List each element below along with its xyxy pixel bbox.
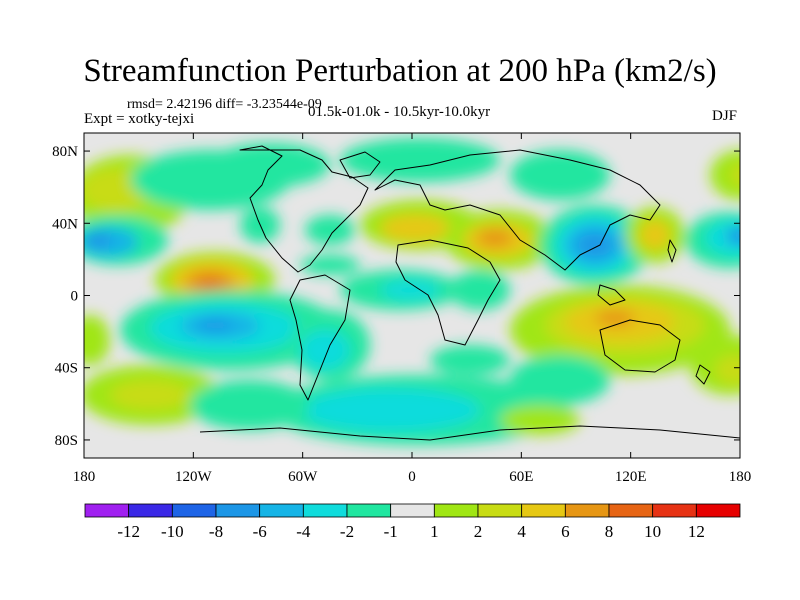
south-america-coast xyxy=(289,274,351,401)
plot-area xyxy=(84,133,740,458)
y-tick-label: 40N xyxy=(52,216,78,232)
rmsd-diff-label: rmsd= 2.42196 diff= -3.23544e-09 xyxy=(127,97,322,112)
colorbar-level-label: 1 xyxy=(430,522,439,541)
colorbar-swatch xyxy=(477,503,523,518)
season-label: DJF xyxy=(712,108,738,124)
experiment-label: Expt = xotky-tejxi xyxy=(84,111,195,127)
x-tick-label: 60E xyxy=(509,469,533,485)
colorbar-level-label: -6 xyxy=(253,522,267,541)
colorbar-swatch xyxy=(84,503,130,518)
coastlines xyxy=(199,145,740,441)
x-tick-label: 120E xyxy=(615,469,647,485)
y-tick-label: 40S xyxy=(55,361,78,377)
colorbar-swatch xyxy=(215,503,261,518)
x-tick-label: 180 xyxy=(729,469,752,485)
colorbar-swatch xyxy=(433,503,479,518)
indonesia-coast xyxy=(597,284,626,306)
colorbar-level-label: 12 xyxy=(688,522,705,541)
greenland-coast xyxy=(339,151,381,179)
africa-coast xyxy=(395,239,501,346)
colorbar-swatch xyxy=(128,503,173,518)
colorbar-level-label: -2 xyxy=(340,522,354,541)
colorbar-level-label: 10 xyxy=(644,522,661,541)
colorbar-swatch xyxy=(259,503,304,518)
north-america-coast xyxy=(239,145,369,273)
japan-coast xyxy=(667,239,677,263)
map-title: Streamfunction Perturbation at 200 hPa (… xyxy=(83,53,717,89)
period-label: 01.5k-01.0k - 10.5kyr-10.0kyr xyxy=(308,104,491,120)
colorbar-level-label: -8 xyxy=(209,522,223,541)
x-tick-label: 60W xyxy=(288,469,318,485)
colorbar-swatch xyxy=(390,503,435,518)
colorbar-swatch xyxy=(608,503,654,518)
colorbar-swatch xyxy=(521,503,566,518)
colorbar-swatch xyxy=(652,503,697,518)
colorbar-level-label: -10 xyxy=(161,522,184,541)
y-tick-label: 80N xyxy=(52,144,78,160)
eurasia-coast xyxy=(374,149,661,271)
x-tick-label: 180 xyxy=(73,469,96,485)
colorbar-swatch xyxy=(171,503,217,518)
colorbar-level-label: -4 xyxy=(296,522,311,541)
colorbar-swatch xyxy=(346,503,392,518)
colorbar: -12 -10 -8 -6 -4 -2 -1 1 2 4 6 8 10 12 xyxy=(84,503,741,541)
australia-coast xyxy=(599,319,681,373)
y-tick-label: 0 xyxy=(71,289,79,305)
axis-ticks: 180 120W 60W 0 60E 120E 180 80N 40N 0 40S 80S xyxy=(52,133,751,485)
new-zealand-coast xyxy=(695,364,711,385)
colorbar-level-label: 8 xyxy=(605,522,614,541)
contour-fill xyxy=(84,138,740,445)
antarctica-coast xyxy=(199,425,740,441)
colorbar-swatch xyxy=(302,503,348,518)
colorbar-level-label: 2 xyxy=(474,522,483,541)
colorbar-level-label: -12 xyxy=(117,522,140,541)
colorbar-swatch xyxy=(695,503,741,518)
colorbar-level-label: -1 xyxy=(384,522,398,541)
colorbar-level-label: 6 xyxy=(561,522,570,541)
colorbar-level-label: 4 xyxy=(517,522,526,541)
x-tick-label: 120W xyxy=(175,469,213,485)
y-tick-label: 80S xyxy=(55,433,78,449)
x-tick-label: 0 xyxy=(408,469,416,485)
colorbar-swatch xyxy=(564,503,610,518)
